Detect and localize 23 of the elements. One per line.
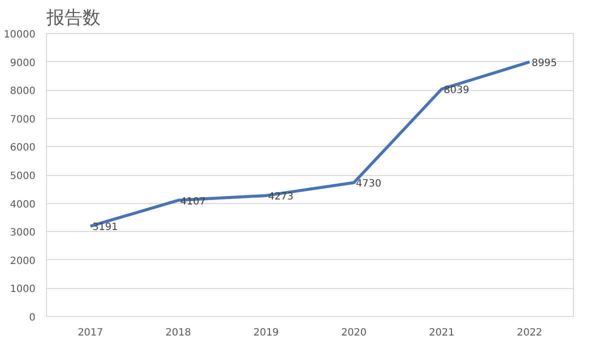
data-label: 8039 xyxy=(444,84,470,96)
x-tick-label: 2018 xyxy=(166,328,191,338)
y-tick-label: 0 xyxy=(29,312,36,324)
x-tick-label: 2020 xyxy=(341,328,367,338)
y-tick-label: 6000 xyxy=(10,142,36,154)
x-tick-label: 2022 xyxy=(516,328,542,338)
x-tick-label: 2017 xyxy=(78,328,104,338)
x-tick-label: 2021 xyxy=(429,328,454,338)
y-tick-label: 9000 xyxy=(10,58,36,69)
chart-title: 报告数 xyxy=(46,8,100,28)
y-tick-label: 8000 xyxy=(10,86,36,98)
data-label: 4730 xyxy=(356,178,382,190)
y-tick-label: 7000 xyxy=(10,114,36,126)
y-tick-label: 4000 xyxy=(10,199,36,210)
y-tick-label: 1000 xyxy=(10,284,36,296)
y-tick-label: 3000 xyxy=(10,228,36,239)
data-label: 8995 xyxy=(532,58,558,69)
y-tick-label: 5000 xyxy=(10,171,36,182)
x-tick-label: 2019 xyxy=(253,328,279,338)
data-label: 4273 xyxy=(268,192,294,203)
y-tick-label: 10000 xyxy=(4,30,36,40)
data-label: 3191 xyxy=(92,222,118,234)
y-tick-label: 2000 xyxy=(10,256,36,267)
